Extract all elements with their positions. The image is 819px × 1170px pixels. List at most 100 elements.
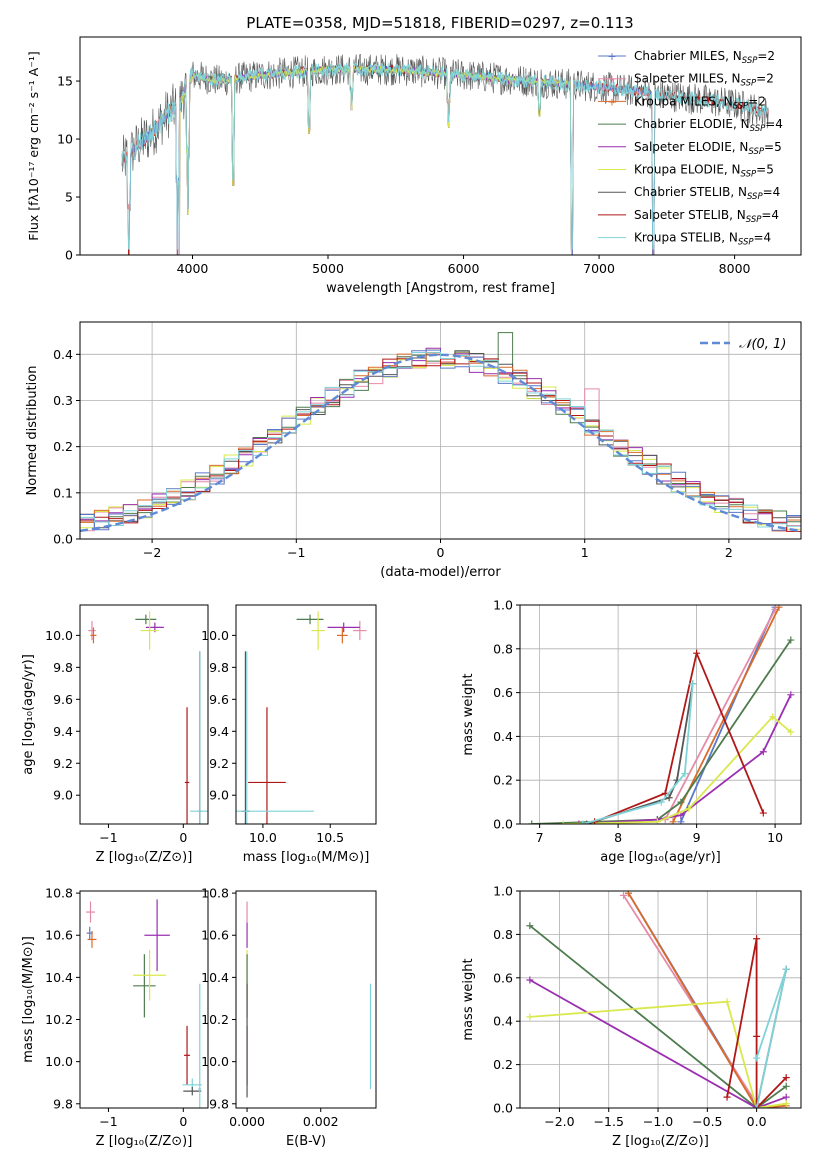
histogram-salpeter-elodie xyxy=(80,347,801,532)
spectrum-line-kroupa-stelib xyxy=(121,61,769,250)
weight-marker xyxy=(677,818,685,824)
x-tick-label: 0.0 xyxy=(747,1114,767,1129)
x-axis-label: mass [log₁₀(M/M⊙)] xyxy=(243,850,370,865)
legend-entry: Kroupa MILES, NSSP=2 xyxy=(634,94,766,111)
y-tick-label: 9.0 xyxy=(209,788,229,803)
x-tick-label: −1 xyxy=(99,830,117,845)
x-axis-label: E(B-V) xyxy=(286,1134,326,1149)
y-tick-label: 9.6 xyxy=(209,692,229,707)
errorbar-point-salpeter-elodie xyxy=(327,622,360,633)
weight-marker xyxy=(787,636,795,644)
errorbar-point-kroupa-elodie xyxy=(133,949,167,1001)
legend-entry: 𝒩(0, 1) xyxy=(739,337,786,352)
x-tick-label: 4000 xyxy=(177,261,209,276)
weight-marker xyxy=(685,805,693,813)
x-tick-label: 9 xyxy=(693,830,701,845)
y-tick-label: 10.0 xyxy=(201,628,229,643)
errorbar-point-salpeter-miles xyxy=(353,620,367,641)
weight-marker xyxy=(579,820,587,824)
figure-title: PLATE=0358, MJD=51818, FIBERID=0297, z=0… xyxy=(246,14,633,32)
weight-marker xyxy=(657,798,665,806)
x-tick-label: −1 xyxy=(287,545,305,560)
x-tick-label: 5000 xyxy=(312,261,344,276)
gaussian-curve xyxy=(80,353,801,533)
y-tick-label: 5 xyxy=(65,190,73,205)
weight-marker xyxy=(669,818,677,824)
y-tick-label: 15 xyxy=(57,74,73,89)
age_vs_Z-axes: −1 0 9.0 9.2 9.4 9.6 9.8 10.0 Z [log₁₀(Z/Z⊙)] age… xyxy=(21,604,209,865)
x-tick-label: 0 xyxy=(179,1114,187,1129)
errorbar-point-chabrier-elodie xyxy=(296,614,324,625)
weight-marker xyxy=(775,605,783,611)
mass_vs_Z-axes: −1 0 9.8 10.0 10.2 10.4 10.6 10.8 Z [log₁₀(Z/Z⊙)… xyxy=(21,886,209,1149)
residuals-plot-area xyxy=(80,332,801,533)
x-tick-label: 8000 xyxy=(719,261,751,276)
errorbar-point-chabrier-stelib xyxy=(183,1086,202,1096)
y-tick-label: 1.0 xyxy=(493,598,513,613)
weight-marker xyxy=(759,809,767,817)
x-tick-label: −2.0 xyxy=(544,1114,574,1129)
legend-entry: Chabrier MILES, NSSP=2 xyxy=(634,49,775,66)
y-tick-label: 9.8 xyxy=(209,660,229,675)
y-tick-label: 0.6 xyxy=(493,970,513,985)
gaussian-legend: 𝒩(0, 1) xyxy=(700,337,786,352)
weight-marker xyxy=(782,1074,790,1082)
legend-marker: + xyxy=(607,95,616,108)
weight-marker xyxy=(575,820,583,824)
x-tick-label: 10.0 xyxy=(249,830,277,845)
errorbar-point-salpeter-miles xyxy=(88,620,96,641)
axes-frame xyxy=(79,890,209,1109)
y-tick-label: 10.8 xyxy=(201,886,229,901)
spectrum-legend: + Chabrier MILES, NSSP=2 + Salpeter MILES, … xyxy=(598,49,783,248)
weight-marker xyxy=(677,798,685,806)
weight-marker xyxy=(723,998,731,1006)
y-tick-label: 1.0 xyxy=(493,884,513,899)
x-axis-label: Z [log₁₀(Z/Z⊙)] xyxy=(96,850,193,865)
errorbar-point-salpeter-miles xyxy=(85,901,95,923)
weight-marker xyxy=(526,922,534,930)
mass_vs_ebv-plot-area xyxy=(246,901,372,1098)
y-tick-label: 10.2 xyxy=(201,1012,229,1027)
weight-marker xyxy=(787,728,795,736)
x-tick-label: 8 xyxy=(614,830,622,845)
weight-marker xyxy=(753,1104,761,1108)
axes-frame xyxy=(235,890,377,1109)
y-tick-label: 10.6 xyxy=(201,928,229,943)
axes-frame xyxy=(519,890,802,1109)
weight_vs_Z-plot-area xyxy=(526,891,790,1108)
y-tick-label: 0.6 xyxy=(493,685,513,700)
y-tick-label: 10.4 xyxy=(201,970,229,985)
legend-entry: Salpeter ELODIE, NSSP=5 xyxy=(634,140,782,157)
y-tick-label: 0.2 xyxy=(493,773,513,788)
x-tick-label: 0 xyxy=(437,545,445,560)
errorbar-point-kroupa-stelib xyxy=(198,983,202,1108)
y-tick-label: 9.8 xyxy=(209,1096,229,1111)
y-tick-label: 0.2 xyxy=(53,439,73,454)
axes-frame xyxy=(519,604,802,825)
weight-marker xyxy=(753,1054,761,1062)
y-tick-label: 9.0 xyxy=(53,788,73,803)
axes-frame xyxy=(79,604,209,825)
age_vs_mass-plot-area xyxy=(236,611,367,824)
y-tick-label: 0.2 xyxy=(493,1057,513,1072)
x-tick-label: 2 xyxy=(725,545,733,560)
x-tick-label: −1.0 xyxy=(643,1114,673,1129)
weight-marker xyxy=(653,818,661,824)
x-tick-label: −0.5 xyxy=(692,1114,722,1129)
x-tick-label: −1 xyxy=(99,1114,117,1129)
x-tick-label: 10.5 xyxy=(316,830,344,845)
x-tick-label: 0.000 xyxy=(229,1114,265,1129)
weight-marker xyxy=(528,820,536,824)
weight-marker xyxy=(624,891,632,897)
x-axis-label: age [log₁₀(age/yr)] xyxy=(600,850,721,865)
axes-frame xyxy=(235,604,377,825)
weight-marker xyxy=(723,1093,731,1101)
x-tick-label: −2 xyxy=(143,545,161,560)
age_vs_Z-plot-area xyxy=(88,611,208,824)
y-tick-label: 0.3 xyxy=(53,393,73,408)
y-tick-label: 10.6 xyxy=(45,928,73,943)
weight-series-kroupa-stelib xyxy=(579,680,697,824)
y-tick-label: 0 xyxy=(65,248,73,263)
y-tick-label: 0.4 xyxy=(493,1014,513,1029)
mass_vs_ebv-axes: 0.000 0.002 9.8 10.0 10.2 10.4 10.6 10.8 E(B-V) xyxy=(201,886,377,1149)
